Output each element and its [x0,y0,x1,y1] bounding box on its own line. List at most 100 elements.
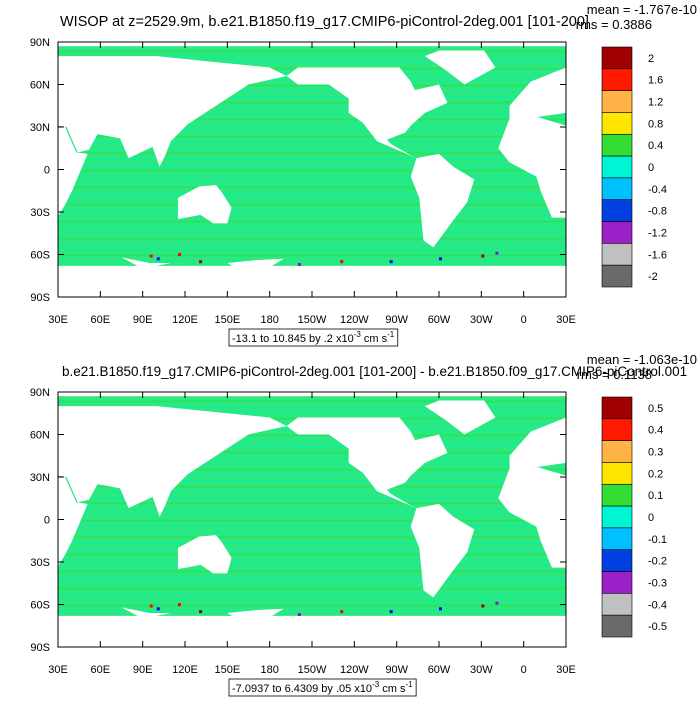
colorbar-label: -2 [648,271,658,283]
lon-label: 30E [48,314,68,326]
extreme-cell [199,610,203,614]
extreme-cell [177,603,181,607]
ocean-band [58,248,566,251]
colorbar-box [601,440,633,463]
ocean-band [58,604,566,607]
lat-label: 30N [30,122,50,134]
extreme-cell [495,251,499,255]
ocean-band [58,564,566,567]
lon-label: 30E [556,314,576,326]
land [121,257,171,269]
colorbar-label: 0 [648,512,654,524]
land [58,127,88,217]
range-main: -13.1 to 10.845 by .2 x10 [232,333,354,345]
panel-title: WISOP at z=2529.9m, b.e21.B1850.f19_g17.… [60,14,589,30]
colorbar-box [601,68,633,91]
lat-label: 60S [30,600,50,612]
colorbar-box [601,418,633,441]
colorbar-box [601,90,633,113]
range-box [228,678,417,697]
ocean-band [58,175,566,178]
colorbar-label: 2 [648,53,654,65]
colorbar-box [601,549,633,572]
land [424,50,496,85]
range-unit: cm s [379,683,406,695]
ocean-band [58,186,566,189]
ocean-band [58,474,566,477]
lat-label: 60N [30,430,50,442]
ocean-band [58,411,566,414]
ocean-band [58,530,566,533]
extreme-cell [481,604,485,608]
land [286,67,448,159]
ocean-band [58,485,566,488]
ocean-band [58,243,566,246]
ocean-band [58,84,566,87]
lat-label: 60N [30,80,50,92]
lon-label: 90W [385,314,408,326]
range-unit: cm s [361,333,388,345]
range-exponent: -3 [372,680,380,689]
colorbar-label: 0.8 [648,118,663,130]
colorbar-box [601,614,633,638]
lat-label: 90S [30,292,50,304]
lat-label: 90S [30,642,50,654]
colorbar-label: -0.5 [648,621,667,633]
lon-label: 60E [91,314,111,326]
colorbar-box [601,133,633,157]
colorbar-label: 1.2 [648,97,663,109]
colorbar-label: 0.2 [648,468,663,480]
land [58,477,88,567]
ocean-band [58,169,566,172]
ocean-band [58,95,566,98]
land [227,258,284,272]
extreme-cell [495,601,499,605]
extreme-cell [439,257,442,261]
ocean-band [58,124,566,127]
ocean-band [58,587,566,590]
mean-stat: mean = -1.063e-10 [587,352,697,367]
land [177,535,232,574]
ocean-band [58,50,566,53]
colorbar-box [601,483,633,507]
range-text: -13.1 to 10.845 by .2 x10-3 cm s-1 [232,330,395,345]
ocean-band [58,135,566,138]
ocean-band [58,146,566,149]
colorbar-box [601,505,633,529]
lon-label: 150E [214,314,240,326]
colorbar-box [601,593,633,616]
colorbar-label: 0.3 [648,447,663,459]
mean-stat: mean = -1.767e-10 [587,2,697,17]
lon-label: 90E [133,664,153,676]
colorbar-label: -0.4 [648,184,667,196]
ocean-band [58,61,566,64]
colorbar-box [601,462,633,485]
ocean-band [58,180,566,183]
ocean-band [58,502,566,505]
lat-label: 90N [30,37,50,49]
colorbar-label: -0.1 [648,534,667,546]
lat-label: 30S [30,557,50,569]
lat-label: 90N [30,387,50,399]
extreme-cell [149,254,153,258]
panel-title: b.e21.B1850.f19_g17.CMIP6-piControl-2deg… [62,364,687,379]
ocean-band [58,553,566,556]
lon-label: 60E [91,664,111,676]
ocean-band [58,519,566,522]
ocean-band [58,129,566,132]
colorbar-label: 0.5 [648,403,663,415]
ocean-band [58,112,566,115]
extreme-cell [297,263,301,266]
land [58,265,566,299]
ocean-band [58,152,566,155]
lon-label: 60W [428,314,451,326]
ocean-band [58,451,566,454]
extreme-cell [389,260,393,264]
land [58,406,287,517]
colorbar-box [601,46,633,70]
colorbar-label: -0.8 [648,206,667,218]
ocean-band [58,214,566,217]
colorbar-box [601,527,633,551]
ocean-band [58,197,566,200]
